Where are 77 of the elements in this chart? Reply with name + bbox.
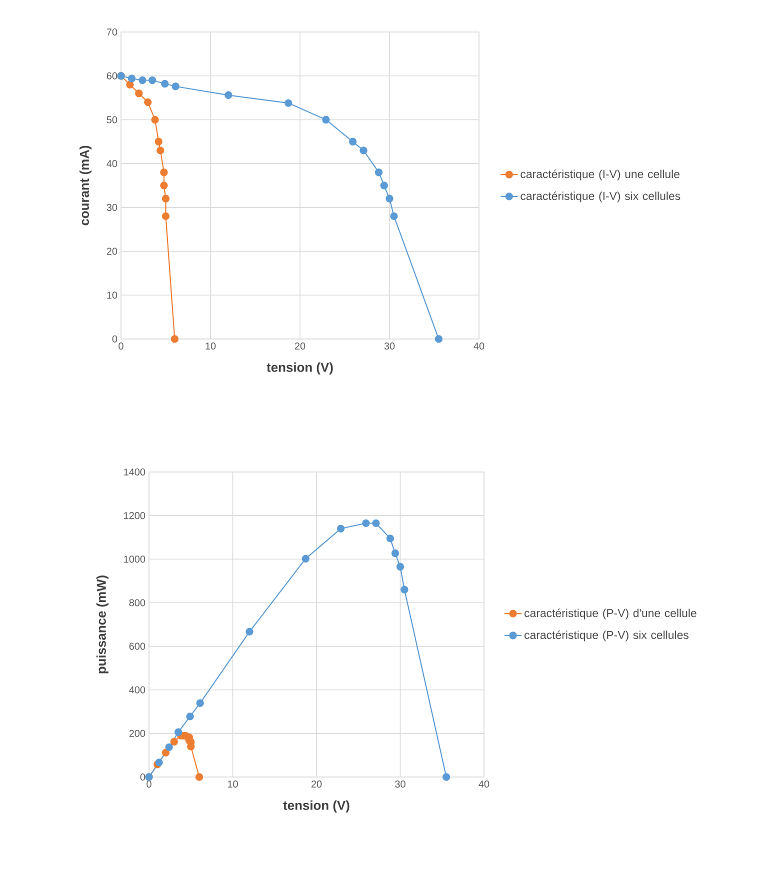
point [151, 116, 159, 124]
x-tick-label: 0 [146, 780, 152, 788]
y-tick-label: 50 [106, 116, 118, 124]
y-tick-label: 600 [129, 642, 146, 650]
point [390, 212, 398, 220]
point [322, 116, 330, 124]
y-axis-title: puissance (mW) [96, 576, 108, 674]
point [224, 91, 232, 100]
y-tick-label: 20 [106, 248, 118, 255]
point [161, 80, 169, 88]
point [172, 82, 180, 90]
point [160, 182, 168, 190]
point [386, 194, 394, 203]
y-axis-title: courant (mA) [79, 146, 92, 226]
y-tick-label: 1000 [124, 556, 146, 563]
point [170, 335, 179, 343]
point [162, 212, 170, 220]
legend-label: caractéristique (P-V) d'une cellule [524, 608, 696, 620]
point [336, 524, 345, 532]
y-tick-label: 10 [107, 292, 118, 299]
point [165, 743, 173, 752]
x-tick-label: 20 [311, 780, 322, 788]
point [372, 519, 380, 528]
x-axis-title: tension (V) [266, 362, 333, 374]
x-tick-label: 40 [474, 342, 484, 350]
x-tick-label: 20 [294, 342, 306, 350]
point [154, 138, 162, 146]
point [126, 80, 134, 88]
point [400, 586, 408, 594]
point [195, 773, 204, 781]
point [162, 748, 170, 756]
y-tick-label: 0 [140, 773, 146, 781]
point [434, 335, 443, 343]
legend-label: caractéristique (I-V) six cellules [520, 191, 680, 202]
y-tick-label: 1400 [124, 468, 146, 476]
y-tick-label: 800 [129, 599, 146, 606]
point [360, 146, 368, 154]
point [135, 90, 143, 98]
point [396, 562, 404, 571]
point [374, 168, 383, 176]
point [128, 74, 136, 82]
point [391, 549, 400, 558]
point [442, 773, 450, 781]
x-tick-label: 10 [228, 780, 238, 788]
y-tick-label: 400 [129, 686, 146, 694]
x-axis-title: tension (V) [283, 800, 350, 812]
x-tick-label: 40 [478, 780, 490, 788]
point [348, 138, 357, 146]
legend-label: caractéristique (I-V) une cellule [520, 170, 680, 180]
point [380, 182, 388, 190]
legend-label: caractéristique (P-V) six cellules [524, 630, 688, 642]
point [246, 628, 254, 636]
x-tick-label: 30 [384, 342, 395, 350]
x-tick-label: 0 [118, 342, 124, 350]
point [174, 728, 182, 736]
point [196, 699, 204, 708]
point [156, 146, 164, 154]
point [162, 194, 170, 203]
y-tick-label: 30 [106, 204, 118, 211]
point [186, 712, 194, 720]
y-tick-label: 60 [106, 72, 118, 80]
x-tick-label: 10 [206, 342, 216, 350]
point [170, 738, 178, 746]
point [284, 99, 292, 107]
y-tick-label: 1200 [124, 512, 146, 520]
point [144, 98, 152, 106]
y-tick-label: 0 [112, 335, 118, 343]
point [160, 168, 168, 176]
point [362, 519, 370, 528]
point [138, 76, 146, 84]
point [386, 534, 394, 542]
x-tick-label: 30 [395, 780, 406, 788]
point [148, 76, 156, 84]
y-tick-label: 200 [129, 730, 146, 737]
point [302, 554, 310, 563]
y-tick-label: 40 [106, 160, 118, 168]
y-tick-label: 70 [106, 28, 118, 36]
